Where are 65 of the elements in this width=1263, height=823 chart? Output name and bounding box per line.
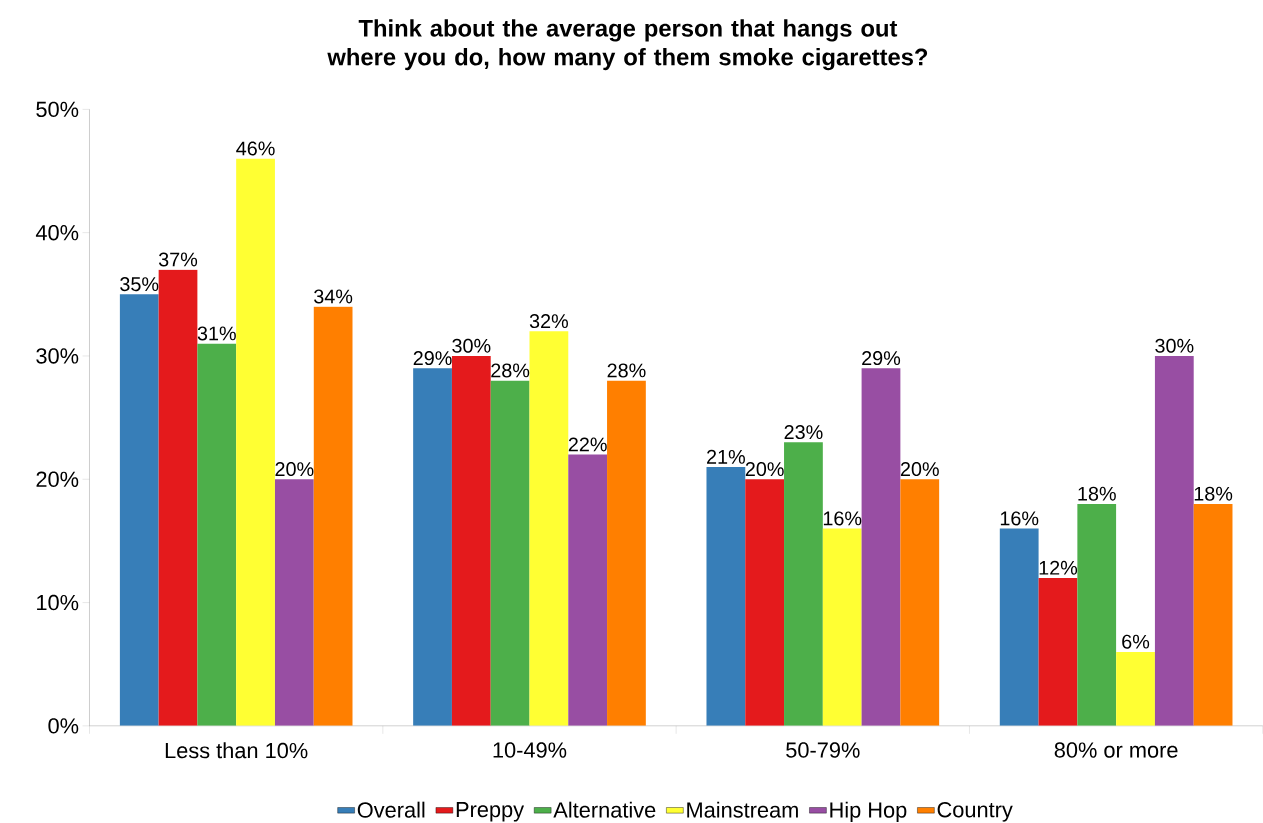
data-label: 31% — [197, 326, 236, 341]
bar — [607, 380, 646, 726]
y-tick-label: 50% — [36, 101, 79, 117]
x-tick-label: 50-79% — [786, 742, 860, 758]
data-label: 28% — [607, 363, 646, 378]
bar — [784, 442, 823, 726]
bar — [1193, 503, 1233, 726]
legend-label: Preppy — [456, 801, 525, 822]
data-label: 30% — [1155, 338, 1194, 353]
bar — [999, 528, 1039, 726]
bar — [1154, 355, 1194, 726]
data-label: 20% — [275, 461, 314, 476]
bar — [529, 331, 569, 726]
data-label: 29% — [413, 350, 452, 365]
data-label: 12% — [1039, 560, 1078, 575]
data-label: 18% — [1194, 486, 1233, 501]
bar — [119, 294, 159, 726]
bar — [822, 528, 862, 726]
bar — [197, 343, 237, 726]
legend-label: Alternative — [553, 801, 656, 818]
y-tick-label: 40% — [35, 224, 79, 241]
bar — [413, 368, 452, 726]
bar — [236, 158, 275, 726]
bar — [451, 355, 491, 726]
legend-label: Mainstream — [687, 801, 798, 818]
data-label: 16% — [1000, 511, 1039, 526]
data-label: 18% — [1078, 486, 1116, 501]
data-label: 16% — [823, 511, 862, 526]
bar — [568, 454, 608, 726]
y-tick-label: 20% — [36, 471, 79, 487]
x-tick-label: 80% or more — [1054, 742, 1178, 758]
x-tick-label: Less than 10% — [165, 742, 308, 759]
data-label: 34% — [314, 289, 353, 304]
data-label: 35% — [120, 276, 159, 291]
bar — [1038, 577, 1078, 726]
data-label: 20% — [745, 461, 784, 476]
data-label: 30% — [452, 338, 491, 353]
data-label: 20% — [900, 461, 939, 476]
data-label: 28% — [491, 363, 530, 378]
data-label: 29% — [862, 350, 901, 365]
y-tick-label: 0% — [48, 717, 79, 734]
chart-title: Think about the average person that hangs out where you do, how many of them smoke cigarettes? — [327, 19, 928, 71]
bar — [1077, 503, 1117, 726]
data-label: 23% — [784, 424, 823, 439]
legend-label: Hip Hop — [830, 801, 907, 822]
bar — [745, 479, 785, 726]
data-label: 21% — [707, 449, 745, 464]
y-tick-label: 10% — [37, 594, 79, 611]
bar — [274, 479, 314, 726]
bar — [706, 466, 746, 726]
y-tick-label: 30% — [36, 348, 79, 364]
bar — [158, 269, 198, 726]
data-label: 46% — [236, 141, 275, 156]
data-label: 22% — [568, 437, 607, 452]
x-tick-label: 10-49% — [493, 742, 567, 758]
data-label: 32% — [529, 313, 568, 328]
bar — [900, 479, 940, 726]
bar — [1116, 651, 1155, 726]
data-label: 37% — [158, 252, 198, 267]
legend-label: Overall — [357, 801, 425, 818]
data-label: 6% — [1122, 634, 1150, 649]
bar — [861, 368, 901, 726]
legend-label: Country — [937, 801, 1013, 822]
bar — [313, 306, 353, 726]
bar — [490, 380, 530, 726]
